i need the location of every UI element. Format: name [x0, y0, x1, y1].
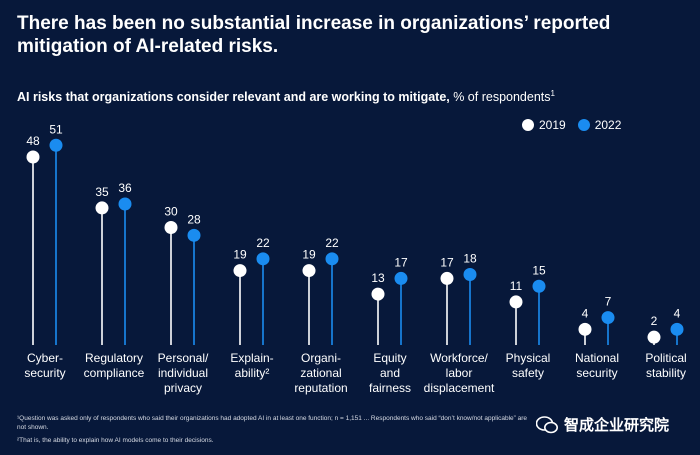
- legend-swatch-2019: [522, 119, 534, 131]
- category-label-cyber-security: Cyber-security: [24, 351, 65, 380]
- point-regulatory-compliance-2019: [95, 201, 109, 215]
- data-label-personal-individual-privacy-2022: 28: [187, 212, 201, 226]
- watermark-text: 智成企业研究院: [564, 417, 670, 434]
- point-political-stability-2022: [670, 322, 684, 336]
- category-label-national-security: National security: [575, 351, 619, 380]
- chart-legend: 2019 2022: [522, 118, 633, 132]
- point-physical-safety-2022: [532, 279, 546, 293]
- point-personal-individual-privacy-2019: [164, 221, 178, 234]
- data-label-physical-safety-2019: 11: [510, 279, 523, 293]
- chart-subtitle-rest: % of respondents: [449, 90, 551, 105]
- watermark: 智成企业研究院: [536, 414, 669, 435]
- data-label-workforce-labor-displacement-2022: 18: [463, 252, 477, 266]
- point-physical-safety-2019: [509, 295, 523, 309]
- data-label-personal-individual-privacy-2019: 30: [164, 205, 178, 219]
- category-label-regulatory-compliance: Regulatory compliance: [84, 351, 145, 380]
- point-personal-individual-privacy-2022: [187, 228, 201, 242]
- chart-title: There has been no substantial increase i…: [17, 12, 657, 58]
- footnote-2: ²That is, the ability to explain how AI …: [17, 437, 214, 444]
- data-label-organi-zational-reputation-2019: 19: [302, 248, 316, 262]
- data-label-national-security-2019: 4: [582, 306, 589, 320]
- category-label-workforce-labor-displacement: Workforce/labor displacement: [424, 351, 495, 395]
- point-explain-ability-2022: [256, 252, 270, 266]
- footnote-1: ¹Question was asked only of respondents …: [17, 415, 528, 431]
- legend-swatch-2022: [577, 119, 590, 131]
- point-national-security-2022: [601, 311, 615, 325]
- category-label-personal-individual-privacy: Personal/individual privacy: [158, 351, 209, 395]
- data-label-regulatory-compliance-2022: 36: [118, 181, 132, 195]
- legend-item-2019: 2019: [522, 118, 566, 132]
- chart-title-line2: mitigation of AI-related risks.: [17, 36, 279, 57]
- category-label-organi-zational-reputation: Organi-zational reputation: [294, 351, 347, 395]
- data-label-regulatory-compliance-2019: 35: [95, 185, 109, 199]
- data-label-political-stability-2019: 2: [651, 314, 658, 328]
- chart-subtitle-bold: AI risks that organizations consider rel…: [17, 90, 450, 105]
- data-label-workforce-labor-displacement-2019: 17: [440, 255, 454, 269]
- point-regulatory-compliance-2022: [118, 197, 132, 211]
- data-label-cyber-security-2019: 48: [26, 134, 40, 148]
- legend-label-2022: 2022: [594, 118, 622, 132]
- data-label-explain-ability-2022: 22: [256, 236, 270, 250]
- legend-item-2022: 2022: [577, 118, 622, 132]
- point-cyber-security-2019: [26, 150, 40, 164]
- wechat-logo-icon: [536, 415, 558, 433]
- data-label-political-stability-2022: 4: [674, 306, 681, 320]
- data-label-cyber-security-2022: 51: [49, 122, 63, 136]
- data-label-equity-and-fairness-2022: 17: [394, 255, 408, 269]
- point-political-stability-2019: [647, 330, 661, 344]
- point-equity-and-fairness-2019: [371, 287, 385, 301]
- point-explain-ability-2019: [233, 264, 247, 278]
- point-organi-zational-reputation-2022: [325, 252, 339, 266]
- data-label-explain-ability-2019: 19: [233, 248, 247, 262]
- point-cyber-security-2022: [49, 138, 63, 152]
- category-label-physical-safety: Physical safety: [506, 351, 551, 380]
- legend-label-2019: 2019: [539, 118, 566, 132]
- data-label-organi-zational-reputation-2022: 22: [325, 236, 339, 250]
- data-label-physical-safety-2022: 15: [532, 263, 546, 277]
- point-national-security-2019: [578, 322, 592, 336]
- point-organi-zational-reputation-2019: [302, 264, 316, 278]
- chart-subtitle-footnote-mark: 1: [550, 89, 555, 98]
- category-label-political-stability: Political stability: [645, 351, 686, 380]
- data-label-national-security-2022: 7: [605, 295, 612, 309]
- point-equity-and-fairness-2022: [394, 271, 408, 285]
- point-workforce-labor-displacement-2019: [440, 271, 454, 285]
- category-label-explain-ability: Explain-ability²: [230, 351, 273, 380]
- point-workforce-labor-displacement-2022: [463, 268, 477, 281]
- data-label-equity-and-fairness-2019: 13: [371, 271, 385, 285]
- chart-title-line1: There has been no substantial increase i…: [17, 13, 611, 34]
- chart-subtitle: AI risks that organizations consider rel…: [17, 86, 555, 105]
- category-label-equity-and-fairness: Equity and fairness: [369, 351, 411, 395]
